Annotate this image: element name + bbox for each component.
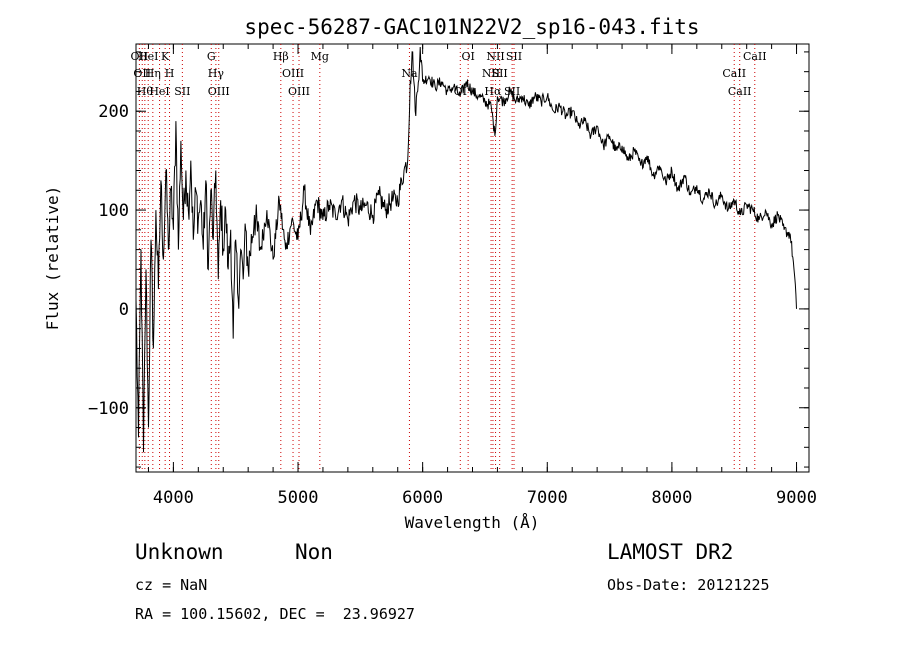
line-marker-label: H: [165, 67, 175, 80]
line-marker-label: Hη: [145, 67, 161, 80]
survey-name: LAMOST DR2: [607, 540, 734, 564]
line-marker-label: SII: [492, 67, 508, 80]
line-marker-label: G: [207, 50, 216, 63]
emission-line-labels: OIIOIIHθHeIHηHeIKHSIIGHγOIIIHβOIIIOIIIMg…: [131, 50, 767, 98]
line-marker-label: Mg: [311, 50, 329, 63]
emission-line-markers: [138, 44, 756, 472]
line-marker-label: OI: [461, 50, 474, 63]
line-marker-label: Na: [401, 67, 418, 80]
line-marker-label: Hγ: [208, 67, 225, 80]
line-marker-label: SII: [174, 85, 190, 98]
line-marker-label: NII: [486, 50, 504, 63]
spectral-subclass: Non: [295, 540, 333, 564]
x-axis-ticks: 4000 5000 6000 7000 8000 9000: [147, 44, 817, 508]
x-tick-label: 8000: [651, 488, 692, 508]
line-marker-label: OIII: [208, 85, 230, 98]
spectral-class: Unknown: [135, 540, 224, 564]
x-tick-label: 9000: [776, 488, 817, 508]
x-tick-label: 7000: [527, 488, 568, 508]
spectrum-line: [135, 46, 797, 453]
line-marker-label: HeI: [149, 85, 169, 98]
line-marker-label: CaII: [743, 50, 767, 63]
x-axis-label: Wavelength (Å): [405, 513, 540, 532]
y-axis-ticks: −100 0 100 200: [88, 51, 809, 468]
line-marker-label: OII: [133, 67, 151, 80]
line-marker-label: K: [161, 50, 170, 63]
x-tick-label: 5000: [278, 488, 319, 508]
ra-dec: RA = 100.15602, DEC = 23.96927: [135, 605, 415, 623]
line-marker-label: CaII: [722, 67, 746, 80]
y-axis-label: Flux (relative): [43, 186, 62, 331]
y-tick-label: 200: [98, 102, 129, 122]
y-tick-label: 100: [98, 201, 129, 221]
line-marker-label: OII: [131, 50, 149, 63]
redshift-cz: cz = NaN: [135, 576, 208, 594]
observation-date: Obs-Date: 20121225: [607, 576, 770, 594]
line-marker-label: OIII: [288, 85, 310, 98]
chart-title: spec-56287-GAC101N22V2_sp16-043.fits: [244, 15, 699, 39]
line-marker-label: HeI: [138, 50, 158, 63]
line-marker-label: SII: [506, 50, 522, 63]
line-marker-label: OIII: [282, 67, 304, 80]
line-marker-label: NII: [482, 67, 500, 80]
line-marker-label: Hα: [484, 85, 502, 98]
x-tick-label: 4000: [153, 488, 194, 508]
y-tick-label: 0: [119, 300, 129, 320]
x-tick-label: 6000: [402, 488, 443, 508]
line-marker-label: CaII: [728, 85, 752, 98]
y-tick-label: −100: [88, 399, 129, 419]
line-marker-label: Hθ: [137, 85, 154, 98]
line-marker-label: Hβ: [273, 50, 289, 63]
